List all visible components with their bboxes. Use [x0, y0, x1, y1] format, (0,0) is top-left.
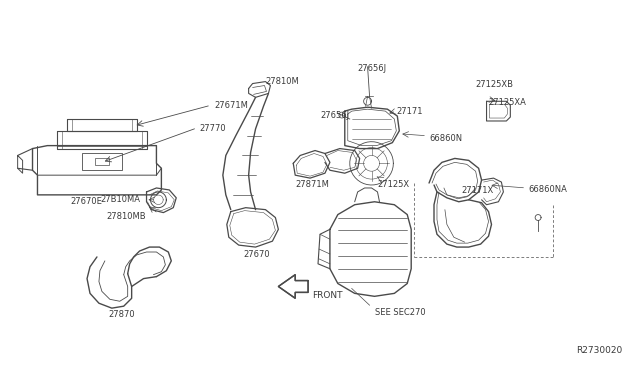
- Text: 27656J: 27656J: [358, 64, 387, 73]
- Text: 27871M: 27871M: [295, 180, 329, 189]
- Text: 27670E: 27670E: [70, 197, 102, 206]
- Text: 66860N: 66860N: [429, 134, 462, 143]
- Text: 27656J: 27656J: [320, 111, 349, 120]
- Text: 27125X: 27125X: [378, 180, 410, 189]
- Text: 27770: 27770: [199, 124, 226, 133]
- Text: 27810MB: 27810MB: [107, 212, 147, 221]
- Text: 27125XA: 27125XA: [488, 98, 526, 108]
- Text: R2730020: R2730020: [576, 346, 622, 355]
- Text: FRONT: FRONT: [312, 291, 342, 301]
- Text: 66860NA: 66860NA: [528, 185, 567, 194]
- Text: 27171X: 27171X: [461, 186, 494, 195]
- Text: 27B10MA: 27B10MA: [100, 195, 140, 204]
- Text: 27171: 27171: [396, 107, 423, 116]
- Text: 27125XB: 27125XB: [476, 80, 514, 89]
- Text: 27671M: 27671M: [214, 101, 248, 110]
- Text: 27670: 27670: [244, 250, 270, 259]
- Text: SEE SEC270: SEE SEC270: [374, 308, 425, 317]
- Text: 27810M: 27810M: [266, 77, 300, 86]
- Text: 27870: 27870: [109, 310, 136, 319]
